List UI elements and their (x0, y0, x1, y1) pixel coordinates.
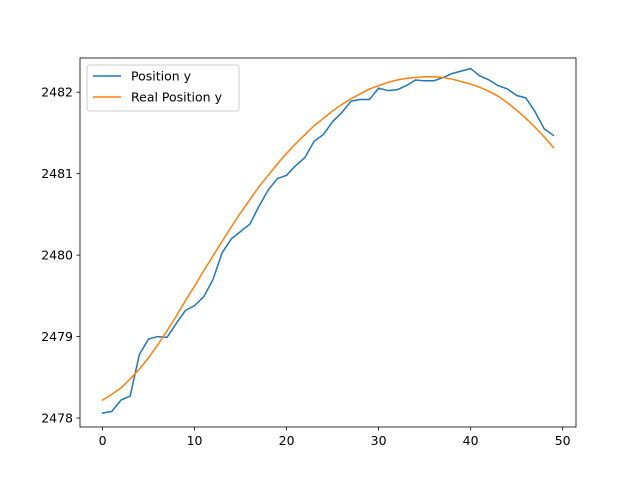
y-tick-label: 2479 (41, 329, 73, 344)
x-tick-label: 50 (555, 433, 571, 448)
legend-label-real-position-y: Real Position y (131, 90, 223, 105)
legend-box (86, 64, 240, 112)
x-tick-label: 10 (187, 433, 203, 448)
y-tick-label: 2478 (41, 411, 73, 426)
plot-frame (79, 57, 577, 428)
y-tick-label: 2480 (41, 248, 73, 263)
y-axis: 2478 2479 2480 2481 2482 (41, 85, 80, 426)
series-line-real-position-y (101, 75, 555, 402)
legend-label-position-y: Position y (131, 69, 192, 84)
y-tick-label: 2481 (41, 166, 73, 181)
series-line-position-y (101, 67, 555, 415)
series-layer (101, 67, 555, 415)
y-tick-label: 2482 (41, 85, 73, 100)
x-axis: 0 10 20 30 40 50 (99, 427, 571, 448)
x-tick-label: 20 (279, 433, 295, 448)
x-tick-label: 30 (371, 433, 387, 448)
x-tick-label: 0 (99, 433, 107, 448)
x-tick-label: 40 (463, 433, 479, 448)
legend: Position y Real Position y (86, 64, 240, 112)
plot-area (80, 58, 576, 427)
